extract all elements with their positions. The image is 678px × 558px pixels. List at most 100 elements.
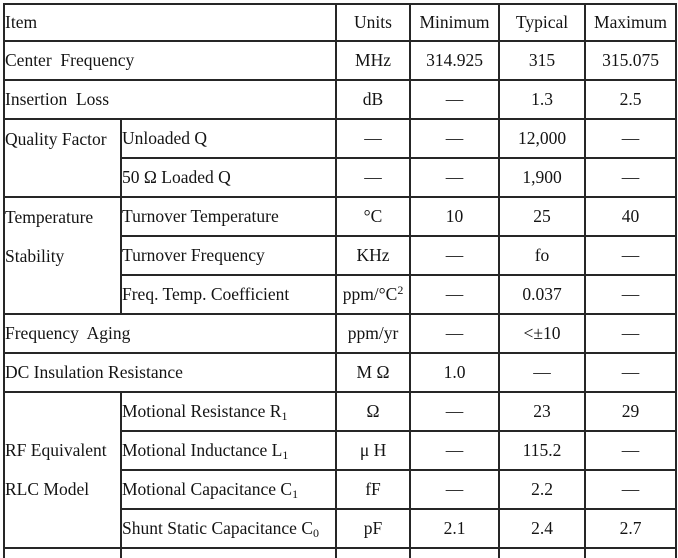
table-row: Insertion Loss dB —1.3 2.5 [2, 79, 678, 120]
column-header-item: Item [2, 3, 338, 42]
column-header-minimum: Minimum [409, 3, 501, 42]
minimum-value: — [409, 391, 501, 432]
group-label-line: Quality Factor [5, 129, 107, 149]
minimum-value: — [409, 274, 501, 315]
typical-value: 2.4 [498, 508, 587, 549]
typical-value: — [498, 352, 587, 393]
cell-text: fF [365, 479, 381, 499]
maximum-value: — [584, 274, 678, 315]
maximum-value: 40 [584, 196, 678, 237]
cell-text: ppm/°C [342, 284, 398, 304]
table-row [3, 547, 678, 558]
cell-text: Unloaded Q [122, 128, 208, 148]
table-row: Quality Factor Unloaded Q — —12,000— [3, 118, 678, 198]
partial-cell-units [335, 547, 412, 558]
typical-value: 25 [498, 196, 587, 237]
typical-value: 2.2 [498, 469, 587, 510]
cell-text: MHz [355, 50, 391, 70]
minimum-value: — [409, 118, 501, 159]
minimum-value: — [409, 469, 501, 510]
maximum-value: 315.075 [584, 40, 678, 81]
table-row: Center Frequency MHz 314.925 315 315.075 [2, 40, 678, 81]
typical-value: 115.2 [498, 430, 587, 471]
group-label: Quality Factor [3, 118, 122, 198]
group-label: RF Equivalent RLC Model [3, 391, 122, 549]
minimum-value: 314.925 [409, 40, 501, 81]
item-label: Turnover Temperature [119, 196, 338, 237]
item-label: Insertion Loss [2, 79, 338, 120]
cell-text: Shunt Static Capacitance C [122, 518, 313, 538]
cell-text: μ H [359, 440, 387, 460]
cell-text: Freq. Temp. Coefficient [122, 284, 290, 304]
maximum-value: — [584, 235, 678, 276]
partial-cell-group [3, 547, 122, 558]
item-label: Center Frequency [2, 40, 338, 81]
maximum-value: 2.7 [584, 508, 678, 549]
typical-value: 23 [498, 391, 587, 432]
item-label: DC Insulation Resistance [2, 352, 338, 393]
maximum-value: 29 [584, 391, 678, 432]
spec-table: Item Units Minimum Typical Maximum Center Fre… [2, 3, 678, 558]
cell-text: 50 Ω Loaded Q [122, 167, 231, 187]
table-row: 50 Ω Loaded Q — —1,900— [4, 157, 678, 198]
partial-cell-min [409, 547, 501, 558]
cell-text: Frequency Aging [5, 323, 131, 343]
minimum-value: 10 [409, 196, 501, 237]
table-row: Shunt Static Capacitance C0 pF 2.1 2.4 2.7 [4, 508, 678, 549]
maximum-value: — [584, 313, 678, 354]
units-value: ppm/yr [335, 313, 412, 354]
group-label-line: RF Equivalent [5, 440, 107, 460]
item-label: Turnover Frequency [119, 235, 338, 276]
item-label: Motional Capacitance C1 [119, 469, 338, 510]
maximum-value: — [584, 469, 678, 510]
cell-text: Motional Capacitance C [122, 479, 293, 499]
column-header-typical: Typical [498, 3, 587, 42]
group-label-line: Stability [5, 246, 65, 266]
minimum-value: — [409, 157, 501, 198]
units-value: M Ω [335, 352, 412, 393]
units-value: fF [335, 469, 412, 510]
partial-cell-typ [498, 547, 587, 558]
column-header-maximum: Maximum [584, 3, 678, 42]
item-label: Motional Resistance R1 [119, 391, 338, 432]
units-value: ppm/°C2 [335, 274, 412, 315]
table-row: Frequency Aging ppm/yr — <±10— [2, 313, 678, 354]
subscript: 1 [282, 448, 289, 462]
item-label: Frequency Aging [2, 313, 338, 354]
cell-text: DC Insulation Resistance [5, 362, 183, 382]
units-value: MHz [335, 40, 412, 81]
maximum-value: — [584, 157, 678, 198]
cell-text: KHz [356, 245, 390, 265]
cell-text: Ω [366, 401, 380, 421]
minimum-value: — [409, 313, 501, 354]
typical-value: 315 [498, 40, 587, 81]
units-value: μ H [335, 430, 412, 471]
units-value: Ω [335, 391, 412, 432]
item-label: Unloaded Q [119, 118, 338, 159]
subscript: 0 [313, 526, 319, 540]
minimum-value: 2.1 [409, 508, 501, 549]
header-row: Item Units Minimum Typical Maximum [2, 3, 678, 42]
typical-value: 0.037 [498, 274, 587, 315]
superscript: 2 [397, 283, 404, 297]
units-value: — [335, 157, 412, 198]
partial-cell-max [584, 547, 678, 558]
cell-text: M Ω [356, 362, 390, 382]
table-row: Turnover Frequency KHz — fo — [4, 235, 678, 276]
cell-text: Insertion Loss [5, 89, 110, 109]
typical-value: <±10 [498, 313, 587, 354]
table-row: Motional Inductance L1 μ H —115.2— [4, 430, 678, 471]
cell-text: dB [362, 89, 384, 109]
cell-text: Motional Resistance R [122, 401, 282, 421]
maximum-value: — [584, 352, 678, 393]
maximum-value: — [584, 118, 678, 159]
units-value: KHz [335, 235, 412, 276]
maximum-value: 2.5 [584, 79, 678, 120]
minimum-value: — [409, 79, 501, 120]
minimum-value: 1.0 [409, 352, 501, 393]
item-label: Shunt Static Capacitance C0 [119, 508, 338, 549]
cell-text: — [364, 128, 382, 148]
item-label: Freq. Temp. Coefficient [119, 274, 338, 315]
item-label: 50 Ω Loaded Q [119, 157, 338, 198]
group-label: Temperature Stability [3, 196, 122, 315]
